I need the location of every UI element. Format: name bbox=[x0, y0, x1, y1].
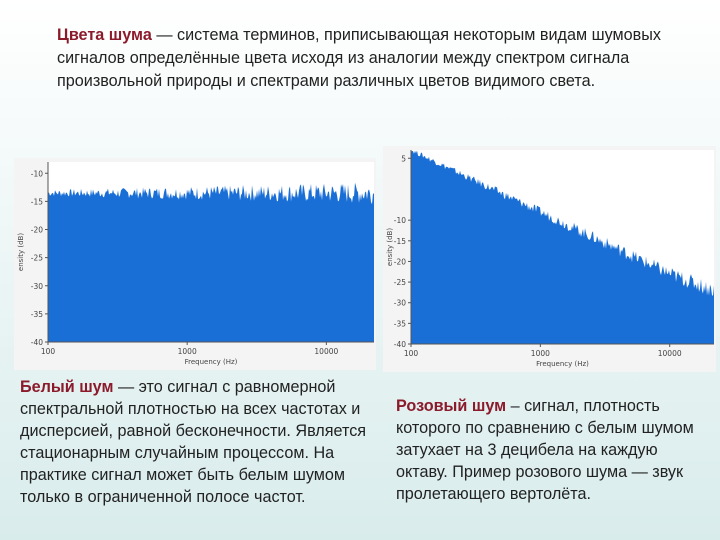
y-tick-label: -15 bbox=[394, 237, 406, 246]
y-tick-label: -30 bbox=[31, 282, 43, 291]
pink-noise-caption: Розовый шум – сигнал, плотность которого… bbox=[396, 395, 696, 505]
y-tick-label: -40 bbox=[31, 338, 43, 347]
x-tick-label: 100 bbox=[404, 349, 419, 358]
white-noise-caption: Белый шум — это сигнал с равномерной спе… bbox=[20, 376, 380, 508]
y-tick-label: -35 bbox=[394, 319, 406, 328]
noise-spectrum-area bbox=[48, 182, 374, 342]
y-axis-label: ensity (dB) bbox=[17, 233, 25, 271]
y-tick-label: -25 bbox=[394, 278, 406, 287]
pink-noise-term: Розовый шум bbox=[396, 397, 507, 415]
x-tick-label: 1000 bbox=[531, 349, 550, 358]
y-axis-label: ensity (dB) bbox=[386, 228, 394, 266]
x-tick-label: 10000 bbox=[314, 347, 338, 356]
y-tick-label: -40 bbox=[394, 340, 406, 349]
x-tick-label: 10000 bbox=[658, 349, 682, 358]
y-tick-label: -20 bbox=[31, 226, 43, 235]
intro-term: Цвета шума bbox=[57, 26, 152, 44]
x-tick-label: 1000 bbox=[178, 347, 197, 356]
x-axis-label: Frequency (Hz) bbox=[536, 360, 589, 368]
x-tick-label: 100 bbox=[41, 347, 56, 356]
y-tick-label: -20 bbox=[394, 257, 406, 266]
y-tick-label: -30 bbox=[394, 299, 406, 308]
y-tick-label: -35 bbox=[31, 310, 43, 319]
y-tick-label: -15 bbox=[31, 197, 43, 206]
intro-text: — система терминов, приписывающая некото… bbox=[57, 26, 661, 90]
x-axis-label: Frequency (Hz) bbox=[185, 358, 238, 366]
white-noise-chart: -10 -15 -20 -25 -30 -35 -40 100 1000 10000 Frequen… bbox=[14, 158, 376, 370]
white-noise-term: Белый шум bbox=[20, 378, 114, 396]
white-noise-text: — это сигнал с равномерной спектральной … bbox=[20, 378, 367, 506]
y-tick-label: -10 bbox=[394, 216, 406, 225]
y-tick-label: -10 bbox=[31, 169, 43, 178]
pink-noise-chart: 5 -10 -15 -20 -25 -30 -35 -40 100 1000 10000 Freque… bbox=[383, 146, 716, 372]
pink-noise-text: – сигнал, плотность которого по сравнени… bbox=[396, 397, 694, 503]
y-tick-label: 5 bbox=[401, 154, 406, 163]
noise-spectrum-area bbox=[411, 150, 714, 344]
intro-paragraph: Цвета шума — система терминов, приписыва… bbox=[57, 24, 667, 93]
y-tick-label: -25 bbox=[31, 254, 43, 263]
